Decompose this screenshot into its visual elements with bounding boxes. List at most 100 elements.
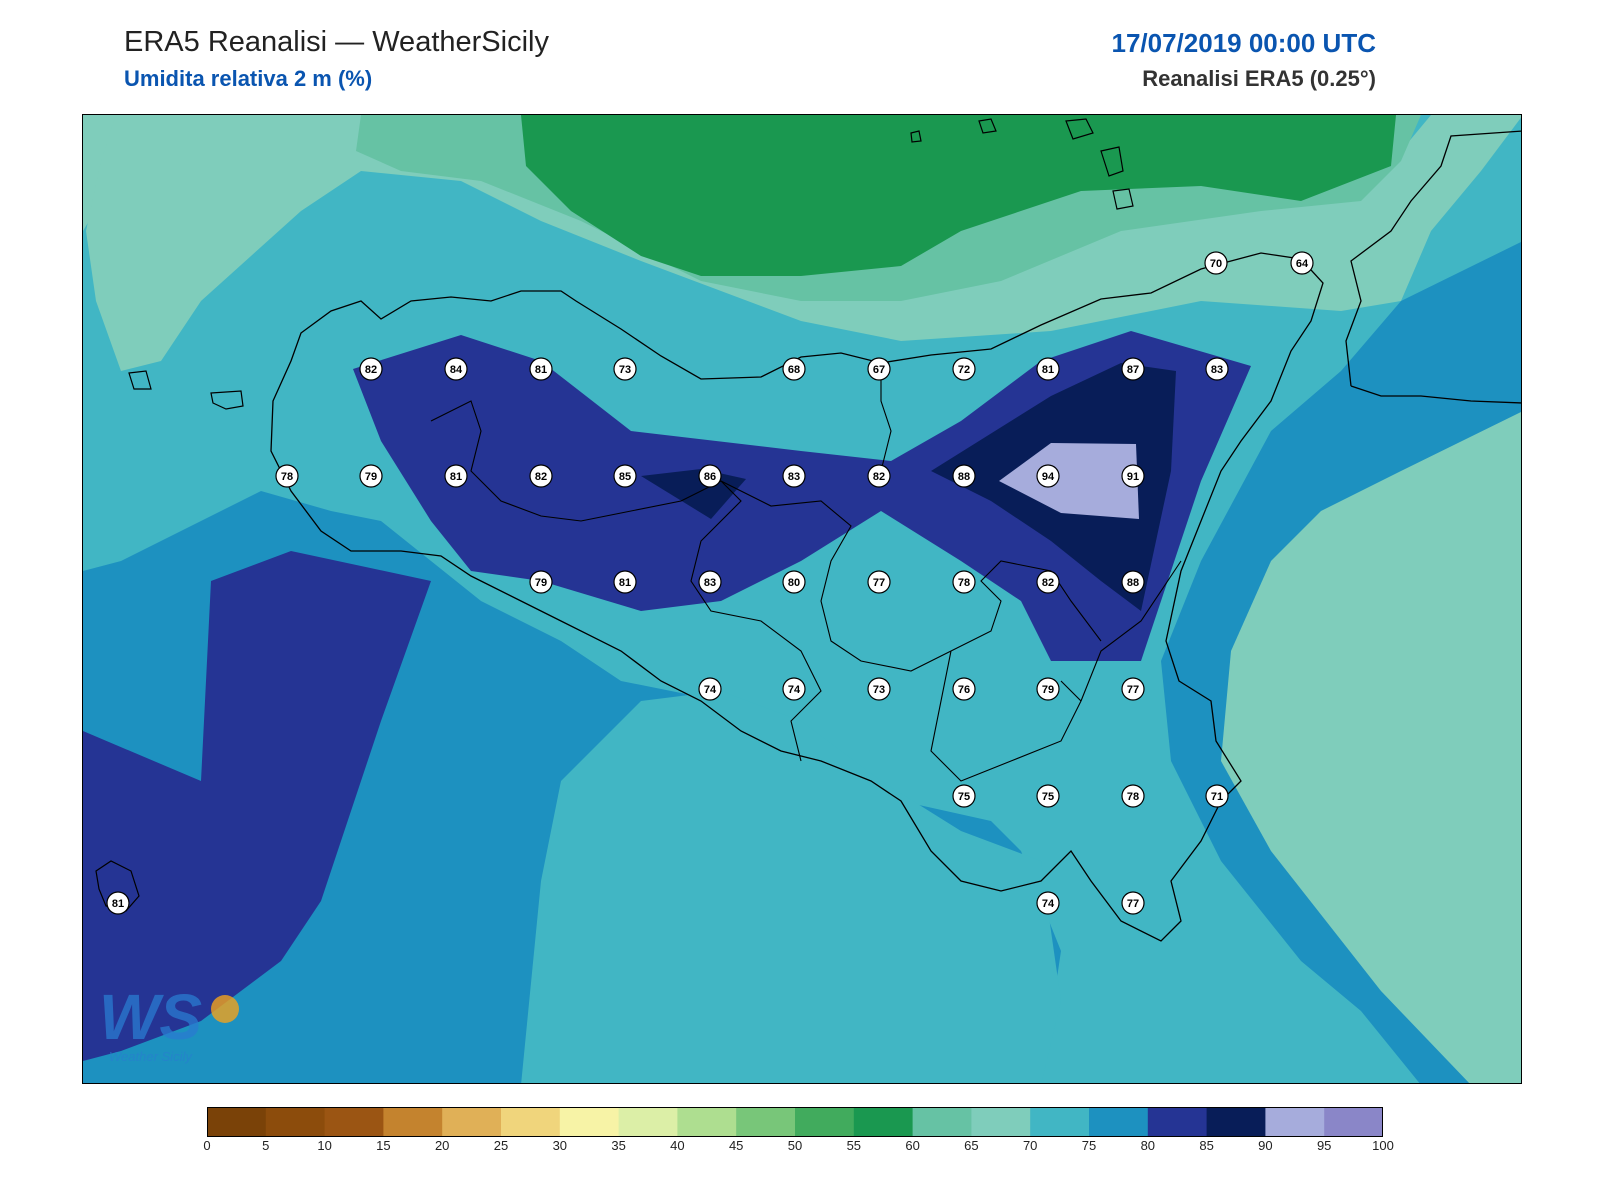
humidity-map[interactable]: 70 64 82 84 81 73 68 67 72 81 87 83 78 79 81 82 85 86 83 82… [82, 114, 1522, 1084]
colorbar-tick: 65 [964, 1138, 979, 1153]
station-marker [613, 464, 637, 488]
station-marker [867, 464, 891, 488]
colorbar-swatch [207, 1107, 267, 1137]
colorbar-swatch [442, 1107, 502, 1137]
station-value: 81 [619, 577, 631, 589]
station-marker [867, 570, 891, 594]
station-value: 75 [958, 791, 970, 803]
station-value: 68 [788, 364, 800, 376]
station-value: 86 [704, 471, 716, 483]
station-marker [1121, 464, 1145, 488]
station-marker [1036, 570, 1060, 594]
contour-65-70 [83, 115, 161, 231]
station-value: 77 [1127, 684, 1139, 696]
colorbar-swatch [618, 1107, 678, 1137]
station-marker [1036, 677, 1060, 701]
station-value: 64 [1296, 258, 1309, 270]
station-value: 81 [112, 898, 124, 910]
station-marker [529, 570, 553, 594]
station-value: 74 [704, 684, 717, 696]
station-marker [613, 570, 637, 594]
colorbar-tick: 95 [1316, 1138, 1332, 1153]
island [1100, 146, 1124, 177]
station-marker [782, 357, 806, 381]
island [978, 118, 997, 134]
station-value: 82 [1042, 577, 1054, 589]
station-value: 73 [873, 684, 885, 696]
station-markers: 70 64 82 84 81 73 68 67 72 81 87 83 78 79 81 82 85 86 83 82… [106, 251, 1314, 915]
station-value: 85 [619, 471, 631, 483]
island [95, 860, 140, 912]
colorbar-tick: 20 [434, 1138, 450, 1153]
colorbar-tick: 80 [1140, 1138, 1156, 1153]
station-marker [698, 570, 722, 594]
island [1065, 118, 1094, 140]
colorbar-swatch [501, 1107, 561, 1137]
colorbar-tick: 50 [787, 1138, 803, 1153]
station-marker [952, 464, 976, 488]
station-marker [359, 357, 383, 381]
station-value: 67 [873, 364, 885, 376]
calabria-coastline [1345, 130, 1521, 404]
station-value: 77 [1127, 898, 1139, 910]
colorbar-swatch [853, 1107, 914, 1137]
colorbar-tick: 90 [1258, 1138, 1273, 1153]
logo-caption: Weather Sicily [109, 1049, 193, 1064]
colorbar-swatch [1089, 1107, 1149, 1137]
station-value: 73 [619, 364, 631, 376]
station-value: 87 [1127, 364, 1139, 376]
station-marker [529, 357, 553, 381]
island [1112, 188, 1134, 210]
station-value: 75 [1042, 791, 1054, 803]
valid-datetime: 17/07/2019 00:00 UTC [1111, 28, 1376, 58]
station-value: 88 [958, 471, 970, 483]
station-marker [1121, 677, 1145, 701]
colorbar-swatch [265, 1107, 326, 1137]
station-marker [444, 464, 468, 488]
station-value: 81 [535, 364, 547, 376]
station-marker [867, 357, 891, 381]
colorbar-tick: 30 [552, 1138, 568, 1153]
station-value: 84 [450, 364, 463, 376]
colorbar-tick-labels: 0 5 10 15 20 25 30 35 40 45 50 55 60 65 70 75 80 85 90 95 10… [0, 1138, 1600, 1158]
station-value: 78 [1127, 791, 1139, 803]
station-value: 83 [1211, 364, 1223, 376]
station-value: 94 [1042, 471, 1055, 483]
station-marker [1036, 464, 1060, 488]
island [910, 130, 922, 143]
station-value: 79 [1042, 684, 1054, 696]
sicily-coastline [270, 252, 1324, 942]
colorbar-swatch [971, 1107, 1031, 1137]
station-marker [1205, 784, 1229, 808]
contour-65-70 [1221, 411, 1521, 1083]
station-marker [1121, 357, 1145, 381]
colorbar-tick: 0 [203, 1138, 211, 1153]
station-marker [952, 357, 976, 381]
colorbar-tick: 100 [1372, 1138, 1394, 1153]
station-value: 91 [1127, 471, 1139, 483]
station-value: 79 [365, 471, 377, 483]
station-value: 77 [873, 577, 885, 589]
colorbar-swatch [324, 1107, 384, 1137]
colorbar-tick: 15 [376, 1138, 391, 1153]
station-value: 82 [365, 364, 377, 376]
station-value: 83 [788, 471, 800, 483]
colorbar-tick: 10 [317, 1138, 332, 1153]
colorbar-swatch [559, 1107, 620, 1137]
colorbar-swatch [736, 1107, 796, 1137]
colorbar-swatch [383, 1107, 443, 1137]
station-value: 76 [958, 684, 970, 696]
contour-70-75 [521, 691, 1061, 1083]
station-marker [613, 357, 637, 381]
weathersicily-logo: WS Weather Sicily [97, 969, 247, 1069]
humidity-colorbar [207, 1107, 1383, 1137]
station-marker [952, 677, 976, 701]
station-value: 72 [958, 364, 970, 376]
contour-90-95 [999, 443, 1139, 519]
station-marker [782, 677, 806, 701]
station-value: 79 [535, 577, 547, 589]
station-marker [782, 570, 806, 594]
colorbar-swatch [1147, 1107, 1208, 1137]
island [128, 370, 152, 390]
station-value: 82 [535, 471, 547, 483]
